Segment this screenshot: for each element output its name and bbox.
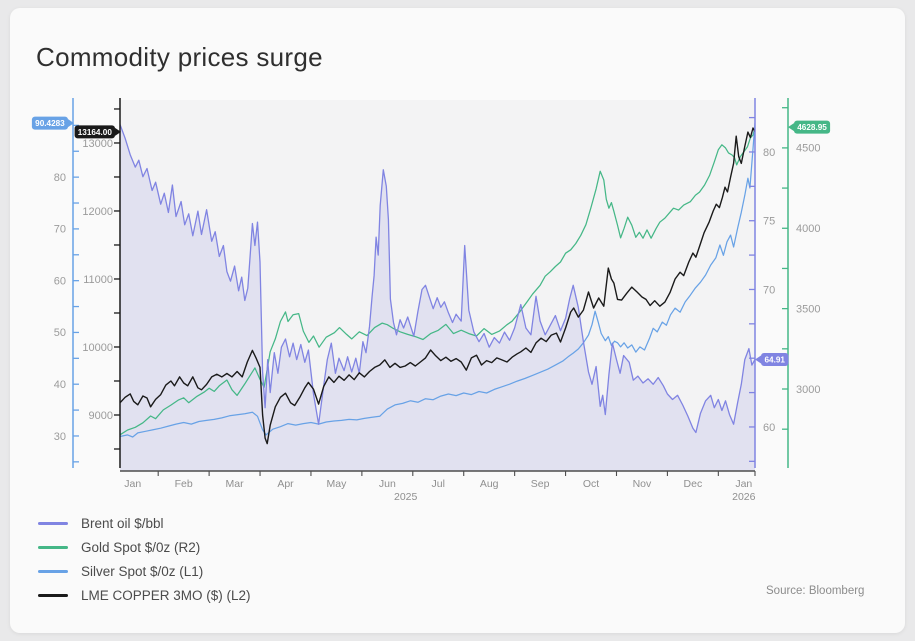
legend-item-silver[interactable]: Silver Spot $/0z (L1)	[38, 559, 251, 583]
axis-R1-badge: 64.91	[755, 352, 789, 366]
legend-item-copper[interactable]: LME COPPER 3MO ($) (L2)	[38, 583, 251, 607]
series-layer	[119, 122, 756, 471]
gold-swatch-icon	[38, 545, 68, 549]
axis-L2-tick-label: 12000	[82, 206, 113, 218]
axis-L2-tick-label: 11000	[83, 274, 113, 286]
axis-R1-tick-label: 70	[763, 284, 775, 296]
x-axis-month-label: Mar	[226, 478, 245, 490]
x-axis-month-label: Nov	[633, 478, 652, 490]
axis-L2-tick-label: 13000	[82, 138, 113, 150]
series-gold-line	[119, 126, 756, 436]
x-axis-month-label: Jan	[735, 478, 752, 490]
axis-L2: 9000 10000 11000 12000 13000	[82, 98, 121, 468]
series-copper-line	[119, 127, 756, 445]
legend: Brent oil $/bbl Gold Spot $/0z (R2) Silver…	[38, 511, 251, 607]
axis-L2-badge: 13164.00	[74, 125, 121, 139]
legend-item-gold[interactable]: Gold Spot $/0z (R2)	[38, 535, 251, 559]
x-axis-month-label: Aug	[480, 478, 499, 490]
axis-R2-badge: 4628.95	[788, 120, 831, 134]
axis-R2-badge-value: 4628.95	[797, 123, 827, 132]
x-axis-month-label: Jan	[124, 478, 141, 490]
x-axis-month-label: Oct	[583, 478, 599, 490]
axis-L1-tick-label: 70	[54, 224, 66, 236]
legend-label: Gold Spot $/0z (R2)	[81, 539, 201, 555]
axis-R1-tick-label: 80	[763, 147, 775, 159]
axis-R2-tick-label: 4000	[796, 223, 820, 235]
brent-swatch-icon	[38, 521, 68, 525]
series-brent-area	[120, 124, 755, 471]
source-label: Source: Bloomberg	[766, 585, 865, 597]
x-axis-month-label: Sep	[531, 478, 550, 490]
legend-label: Brent oil $/bbl	[81, 515, 164, 531]
x-axis-month-label: Dec	[684, 478, 703, 490]
page-title: Commodity prices surge	[36, 42, 323, 72]
legend-label: LME COPPER 3MO ($) (L2)	[81, 587, 251, 603]
axis-R2-tick-label: 4500	[796, 143, 820, 155]
axis-L1-badge: 90.4283	[31, 116, 74, 130]
x-axis-month-label: Apr	[277, 478, 294, 490]
axis-R2-tick-label: 3500	[796, 303, 820, 315]
plot-area[interactable]	[120, 100, 755, 471]
axis-L1: 30 40 50 60 70 80	[54, 98, 79, 468]
axis-L2-tick-label: 10000	[82, 342, 113, 354]
axis-L2-tick-label: 9000	[89, 410, 113, 422]
x-axis-month-label: Feb	[175, 478, 193, 490]
series-silver-line	[119, 122, 756, 438]
silver-swatch-icon	[38, 569, 68, 573]
axis-L2-badge-value: 13164.00	[78, 128, 113, 137]
axis-L1-tick-label: 30	[54, 431, 66, 443]
legend-label: Silver Spot $/0z (L1)	[81, 563, 204, 579]
series-brent-line	[119, 123, 756, 434]
axis-L1-tick-label: 40	[54, 379, 66, 391]
axis-L1-tick-label: 60	[54, 275, 66, 287]
copper-swatch-icon	[38, 593, 68, 597]
x-axis-month-label: May	[326, 478, 347, 490]
x-axis-year-label: 2026	[732, 491, 756, 503]
axis-L1-tick-label: 80	[54, 172, 66, 184]
x-axis-month-label: Jun	[379, 478, 396, 490]
x-axis: Jan Feb Mar Apr May Jun Jul Aug Sep Oct Nov Dec Jan2…	[120, 470, 756, 503]
axis-R1-badge-value: 64.91	[765, 355, 786, 364]
axis-L1-badge-value: 90.4283	[35, 119, 65, 128]
x-axis-year-label: 2025	[394, 491, 418, 503]
axis-R1-tick-label: 75	[763, 216, 775, 228]
axis-R2-tick-label: 3000	[796, 384, 820, 396]
x-axis-month-label: Jul	[432, 478, 445, 490]
axis-L1-tick-label: 50	[54, 327, 66, 339]
axis-R1-tick-label: 60	[763, 422, 775, 434]
axis-R2: 3000 3500 4000 4500	[782, 98, 820, 468]
legend-item-brent[interactable]: Brent oil $/bbl	[38, 511, 251, 535]
